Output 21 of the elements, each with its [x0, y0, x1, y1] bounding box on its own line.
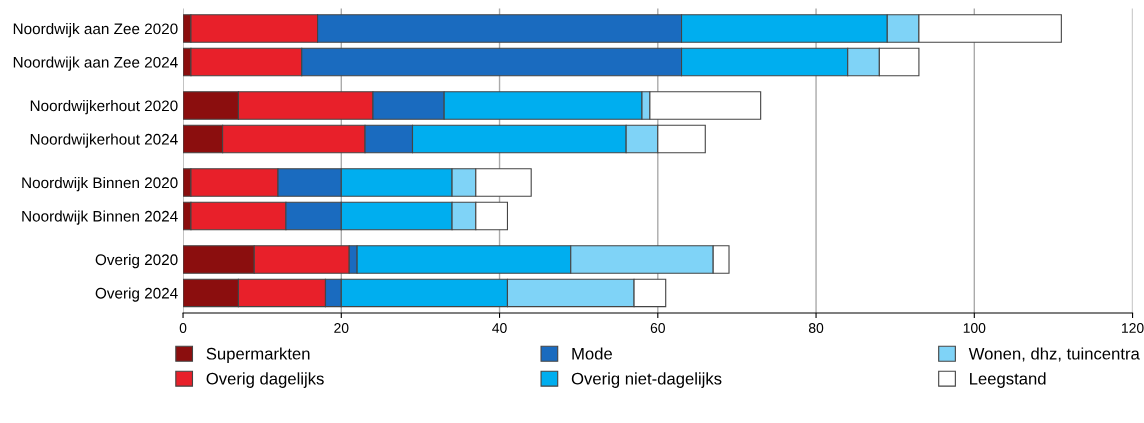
legend-label: Supermarkten [206, 347, 310, 363]
legend-label: Wonen, dhz, tuincentra [968, 347, 1140, 362]
y-tick-label: Noordwijk Binnen 2024 [22, 210, 178, 225]
x-tick-label: 0 [179, 323, 187, 333]
x-tick-label: 60 [650, 323, 665, 333]
y-tick-label: Noordwijk Binnen 2020 [22, 176, 178, 192]
y-tick-label: Noordwijk aan Zee 2020 [13, 23, 178, 38]
y-tick-label: Noordwijkerhout 2020 [30, 99, 178, 115]
y-tick-label: Overig 2024 [95, 287, 178, 302]
legend-label: Overig niet-dagelijks [571, 372, 722, 388]
y-tick-label: Noordwijk aan Zee 2024 [13, 56, 178, 71]
legend-label: Mode [572, 347, 612, 360]
legend-label: Overig dagelijks [206, 372, 324, 388]
x-tick-label: 40 [492, 323, 507, 333]
legend-label: Leegstand [970, 372, 1046, 388]
y-tick-label: Overig 2020 [95, 253, 178, 269]
x-tick-label: 20 [334, 323, 349, 333]
y-tick-label: Noordwijkerhout 2024 [30, 133, 178, 148]
x-tick-label: 80 [808, 323, 824, 333]
x-tick-label: 120 [1122, 323, 1144, 333]
x-tick-label: 100 [963, 323, 986, 333]
